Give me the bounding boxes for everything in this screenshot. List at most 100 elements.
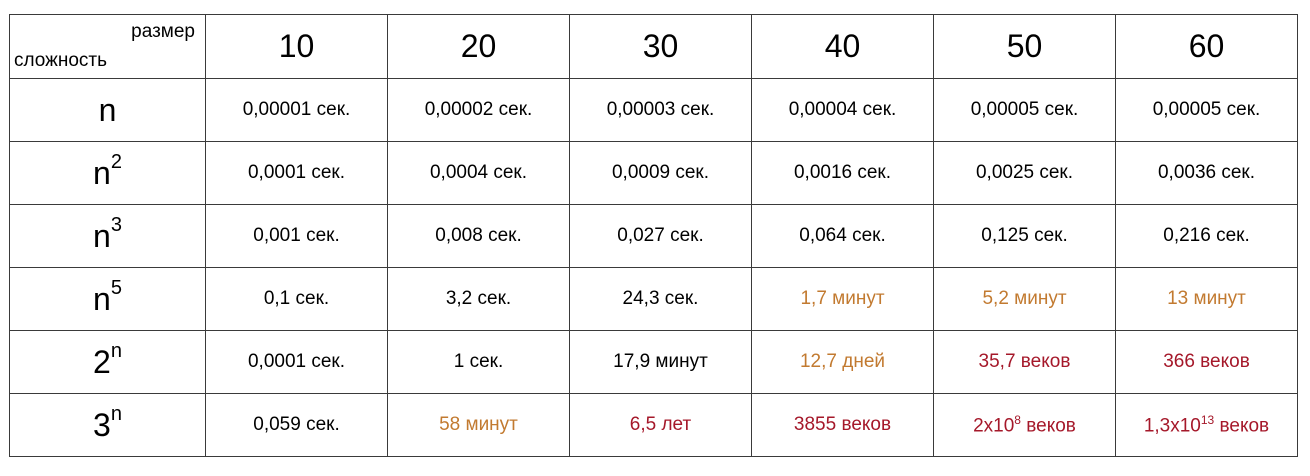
time-value: 366 веков: [1163, 351, 1250, 372]
time-value: 0,00004 сек.: [788, 99, 897, 120]
time-cell: 13 минут: [1115, 267, 1298, 331]
time-cell: 0,027 сек.: [569, 204, 752, 268]
complexity-label: n5: [9, 267, 206, 331]
time-cell: 366 веков: [1115, 330, 1298, 394]
time-value: 0,064 сек.: [799, 225, 886, 246]
time-cell: 0,008 сек.: [387, 204, 570, 268]
time-cell: 0,00005 сек.: [1115, 78, 1298, 142]
time-value: 1 сек.: [453, 351, 504, 372]
complexity-base: 2: [93, 343, 111, 380]
time-cell: 0,0016 сек.: [751, 141, 934, 205]
time-cell: 0,0009 сек.: [569, 141, 752, 205]
time-cell: 1,7 минут: [751, 267, 934, 331]
time-cell: 0,00001 сек.: [205, 78, 388, 142]
time-cell: 0,216 сек.: [1115, 204, 1298, 268]
complexity-label: 2n: [9, 330, 206, 394]
complexity-table: размер сложность 10 20 30 40 50 60 n 0,00…: [9, 14, 1298, 457]
time-cell: 58 минут: [387, 393, 570, 457]
time-value: 0,125 сек.: [981, 225, 1068, 246]
time-value: 0,00002 сек.: [424, 99, 533, 120]
complexity-label: n: [9, 78, 206, 142]
time-cell: 0,0036 сек.: [1115, 141, 1298, 205]
time-value: 0,008 сек.: [435, 225, 522, 246]
size-header-50: 50: [933, 14, 1116, 79]
complexity-row: n2 0,0001 сек. 0,0004 сек. 0,0009 сек. 0,001…: [9, 141, 1298, 205]
corner-header-cell: размер сложность: [9, 14, 206, 79]
time-value: 0,0001 сек.: [247, 162, 346, 183]
time-unit: веков: [1026, 415, 1076, 437]
size-header-40: 40: [751, 14, 934, 79]
time-value: 13 минут: [1167, 288, 1246, 309]
time-cell: 0,00002 сек.: [387, 78, 570, 142]
time-cell: 17,9 минут: [569, 330, 752, 394]
size-header-20: 20: [387, 14, 570, 79]
time-power: 13: [1200, 412, 1215, 427]
time-cell: 0,0001 сек.: [205, 141, 388, 205]
complexity-label: n3: [9, 204, 206, 268]
time-value: 0,00003 сек.: [606, 99, 715, 120]
time-cell: 0,1 сек.: [205, 267, 388, 331]
complexity-axis-label: сложность: [14, 50, 108, 71]
complexity-exponent: n: [110, 402, 122, 425]
time-value: 58 минут: [439, 414, 518, 435]
complexity-row: n3 0,001 сек. 0,008 сек. 0,027 сек. 0,064 се…: [9, 204, 1298, 268]
complexity-table-container: размер сложность 10 20 30 40 50 60 n 0,00…: [9, 14, 1298, 457]
time-cell: 35,7 веков: [933, 330, 1116, 394]
time-cell: 1,3x1013 веков: [1115, 393, 1298, 457]
size-header-30: 30: [569, 14, 752, 79]
time-value: 0,001 сек.: [253, 225, 340, 246]
complexity-exponent: 5: [110, 276, 122, 299]
complexity-base: n: [93, 217, 111, 254]
time-value: 0,0001 сек.: [247, 351, 346, 372]
time-cell: 0,00003 сек.: [569, 78, 752, 142]
complexity-label: 3n: [9, 393, 206, 457]
time-cell: 1 сек.: [387, 330, 570, 394]
time-value: 5,2 минут: [982, 288, 1067, 309]
size-axis-label: размер: [131, 21, 195, 42]
time-cell: 0,00004 сек.: [751, 78, 934, 142]
time-cell: 0,0001 сек.: [205, 330, 388, 394]
time-cell: 3,2 сек.: [387, 267, 570, 331]
complexity-base: n: [93, 154, 111, 191]
size-header-60: 60: [1115, 14, 1298, 79]
complexity-exponent: 3: [110, 213, 122, 236]
time-value: 0,0004 сек.: [429, 162, 528, 183]
complexity-exponent: 2: [110, 150, 122, 173]
complexity-base: n: [93, 280, 111, 317]
time-cell: 0,001 сек.: [205, 204, 388, 268]
time-mantissa: 1,3x10: [1143, 415, 1201, 437]
time-value: 12,7 дней: [799, 351, 886, 372]
time-value: 1,7 минут: [800, 288, 885, 309]
time-cell: 0,059 сек.: [205, 393, 388, 457]
complexity-exponent: n: [110, 339, 122, 362]
complexity-row: n 0,00001 сек. 0,00002 сек. 0,00003 сек. 0,0…: [9, 78, 1298, 142]
time-value: 0,0016 сек.: [793, 162, 892, 183]
time-unit: веков: [1219, 415, 1270, 437]
time-cell: 3855 веков: [751, 393, 934, 457]
complexity-row: 3n 0,059 сек. 58 минут 6,5 лет 3855 веков 2x1…: [9, 393, 1298, 457]
time-mantissa: 2x10: [973, 415, 1015, 437]
complexity-base: 3: [93, 406, 111, 443]
time-cell: 0,0025 сек.: [933, 141, 1116, 205]
time-cell: 12,7 дней: [751, 330, 934, 394]
time-cell: 6,5 лет: [569, 393, 752, 457]
header-row: размер сложность 10 20 30 40 50 60: [9, 14, 1298, 79]
time-value: 3855 веков: [793, 414, 892, 435]
time-value: 0,00005 сек.: [970, 99, 1079, 120]
time-value: 35,7 веков: [978, 351, 1071, 372]
time-value: 0,0025 сек.: [975, 162, 1074, 183]
time-value: 6,5 лет: [629, 414, 692, 435]
time-cell: 5,2 минут: [933, 267, 1116, 331]
complexity-base: n: [98, 91, 117, 128]
time-value: 0,1 сек.: [263, 288, 330, 309]
time-cell: 0,125 сек.: [933, 204, 1116, 268]
time-cell: 0,00005 сек.: [933, 78, 1116, 142]
time-power: 8: [1014, 412, 1021, 427]
time-value: 0,00005 сек.: [1152, 99, 1261, 120]
time-value: 0,00001 сек.: [242, 99, 351, 120]
time-value: 0,216 сек.: [1163, 225, 1250, 246]
time-value: 24,3 сек.: [622, 288, 699, 309]
time-cell: 24,3 сек.: [569, 267, 752, 331]
time-cell: 2x108 веков: [933, 393, 1116, 457]
time-value: 17,9 минут: [613, 351, 708, 372]
